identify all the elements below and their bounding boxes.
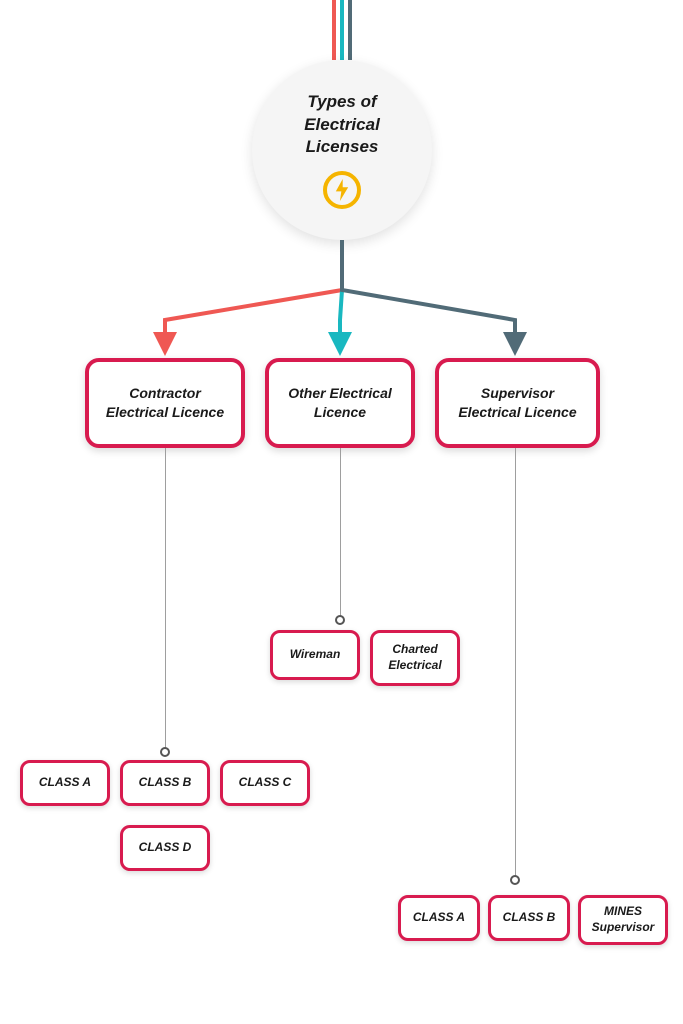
top-connector (348, 0, 352, 60)
category-node-contractor: Contractor Electrical Licence (85, 358, 245, 448)
root-node: Types of Electrical Licenses (252, 60, 432, 240)
drop-line (165, 448, 166, 752)
leaf-node: CLASS A (20, 760, 110, 806)
bolt-icon (323, 171, 361, 209)
leaf-node: CLASS D (120, 825, 210, 871)
branch-arrow (165, 240, 342, 352)
leaf-node: Wireman (270, 630, 360, 680)
leaf-node: MINES Supervisor (578, 895, 668, 945)
category-node-supervisor: Supervisor Electrical Licence (435, 358, 600, 448)
junction-dot (510, 875, 520, 885)
junction-dot (160, 747, 170, 757)
leaf-node: CLASS A (398, 895, 480, 941)
root-title: Types of Electrical Licenses (272, 91, 412, 160)
junction-dot (335, 615, 345, 625)
leaf-node: CLASS C (220, 760, 310, 806)
drop-line (340, 448, 341, 620)
leaf-node: Charted Electrical (370, 630, 460, 686)
diagram-canvas: Types of Electrical Licenses Contractor E… (0, 0, 683, 1024)
top-connector (340, 0, 344, 60)
drop-line (515, 448, 516, 880)
branch-arrow (340, 240, 342, 352)
branch-arrow (342, 240, 515, 352)
leaf-node: CLASS B (120, 760, 210, 806)
category-node-other: Other Electrical Licence (265, 358, 415, 448)
top-connector (332, 0, 336, 60)
leaf-node: CLASS B (488, 895, 570, 941)
